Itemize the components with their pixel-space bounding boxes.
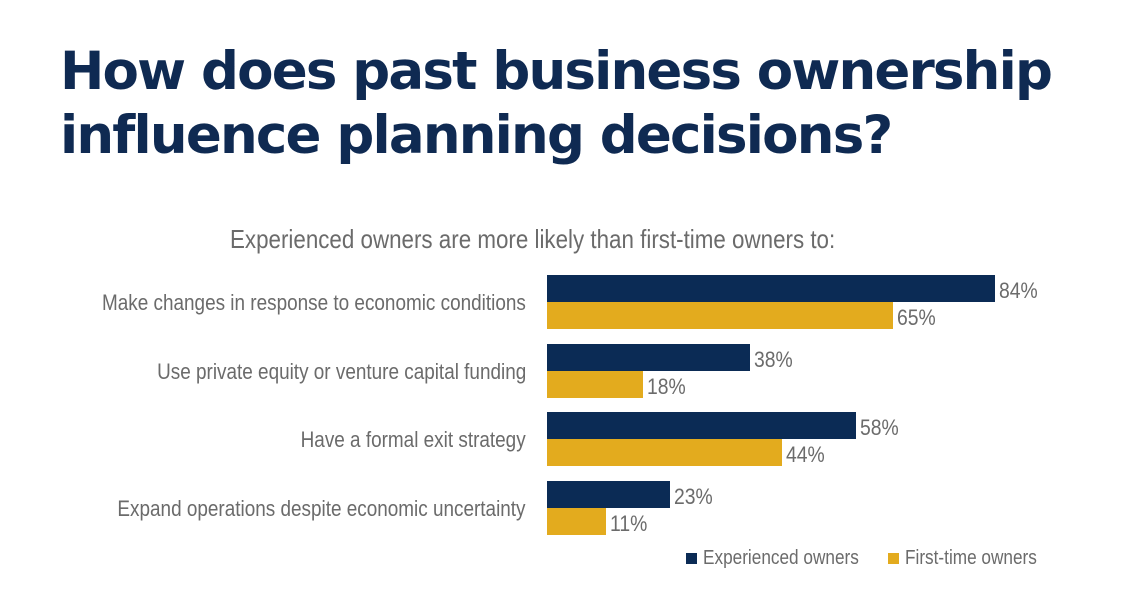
chart-title-line-2: influence planning decisions? [60,105,893,166]
legend-item-first-time: First-time owners [888,546,1058,570]
value-label-first-time: 65% [897,305,937,330]
category-label: Expand operations despite economic uncer… [117,496,526,522]
category-label: Have a formal exit strategy [300,427,526,453]
value-label-first-time: 44% [785,442,825,468]
bar-first-time [547,439,782,467]
bar-experienced [547,275,995,302]
value-label-experienced: 38% [753,346,793,372]
legend-swatch-experienced [686,552,697,564]
bar-first-time [547,370,643,398]
chart-title: How does past business ownership influen… [60,40,1120,168]
legend-label-experienced: Experienced owners [703,546,859,569]
bar-experienced [547,481,670,509]
value-label-experienced: 84% [998,278,1038,303]
chart-subtitle: Experienced owners are more likely than … [230,224,836,254]
value-label-experienced: 58% [860,415,899,441]
value-label-first-time: 18% [646,373,686,399]
legend-item-experienced: Experienced owners [686,546,884,570]
category-label: Use private equity or venture capital fu… [156,358,526,384]
category-label: Make changes in response to economic con… [102,290,526,315]
bar-first-time [547,508,606,536]
value-label-first-time: 11% [609,511,647,537]
bar-experienced [547,343,750,371]
bar-experienced [547,412,857,440]
legend-label-first-time: First-time owners [905,546,1037,569]
bar-first-time [547,302,894,329]
chart-title-line-1: How does past business ownership [60,41,1053,102]
value-label-experienced: 23% [673,484,713,510]
legend-swatch-first-time [888,552,899,564]
